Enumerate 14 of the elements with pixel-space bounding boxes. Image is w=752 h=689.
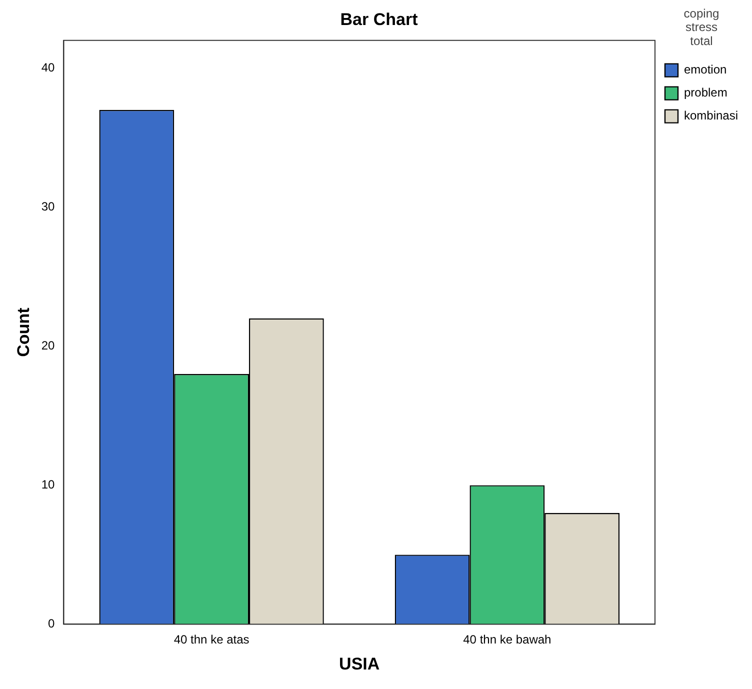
y-tick-label: 40: [41, 60, 56, 75]
y-tick-label: 30: [41, 200, 56, 214]
x-axis-title: USIA: [339, 654, 380, 674]
legend-title: coping stress total: [684, 6, 720, 48]
legend-label: problem: [684, 86, 728, 100]
y-tick-label: 20: [41, 338, 56, 353]
y-tick-label: 0: [48, 616, 56, 631]
x-tick-label: 40 thn ke bawah: [463, 632, 552, 647]
y-tick-label: 10: [41, 478, 56, 492]
x-tick-label: 40 thn ke atas: [174, 632, 250, 647]
chart-title: Bar Chart: [340, 10, 418, 29]
legend-label: emotion: [684, 62, 727, 77]
y-axis-title: Count: [14, 307, 33, 357]
legend-label: kombinasi: [684, 108, 738, 123]
